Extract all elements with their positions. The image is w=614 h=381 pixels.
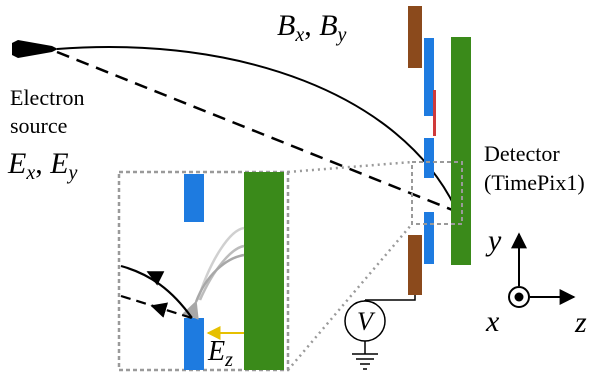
axis-y-label: y <box>485 224 502 257</box>
axis-z-label: z <box>574 306 587 339</box>
blue-electrode-low <box>424 212 434 264</box>
blue-electrode-top <box>424 38 434 116</box>
detector-label-line1: Detector <box>484 141 560 166</box>
b-field-label: Bx, By <box>277 9 347 46</box>
ez-label: Ez <box>207 336 233 371</box>
coordinate-axes: y x z <box>485 224 587 339</box>
e-field-label: Ex, Ey <box>7 147 78 184</box>
inset-dashed-arrow <box>150 302 169 318</box>
axis-x-dot <box>514 292 524 302</box>
blue-electrode-mid <box>424 138 434 178</box>
brown-plate-top <box>408 6 422 68</box>
red-strip <box>433 90 436 136</box>
electron-source-label-line1: Electron <box>10 85 85 110</box>
electron-trajectory-dashed <box>56 50 456 213</box>
voltmeter-label: V <box>357 307 376 336</box>
zoom-connector-top <box>287 160 413 174</box>
inset-green-detector <box>244 172 284 370</box>
inset-gray-trajectory-2 <box>198 244 245 301</box>
inset-solid-arrow <box>146 271 165 286</box>
brown-plate-bottom <box>408 235 422 295</box>
zoom-connector-bottom <box>287 223 413 371</box>
inset-zoom: Ez <box>117 170 290 372</box>
axis-x-label: x <box>485 305 500 338</box>
detector-label-line2: (TimePix1) <box>484 170 585 195</box>
detector-green-plate <box>451 37 471 265</box>
electron-source-label-line2: source <box>10 113 67 138</box>
inset-gray-trajectory-3 <box>182 253 245 320</box>
electron-gun-icon <box>12 40 58 58</box>
ground-icon <box>352 353 378 370</box>
zoom-region-box <box>411 161 463 225</box>
voltmeter-circuit: V <box>344 295 416 370</box>
inset-blue-upper <box>184 174 204 222</box>
inset-blue-lower <box>184 318 204 370</box>
voltmeter-wire <box>365 295 416 301</box>
